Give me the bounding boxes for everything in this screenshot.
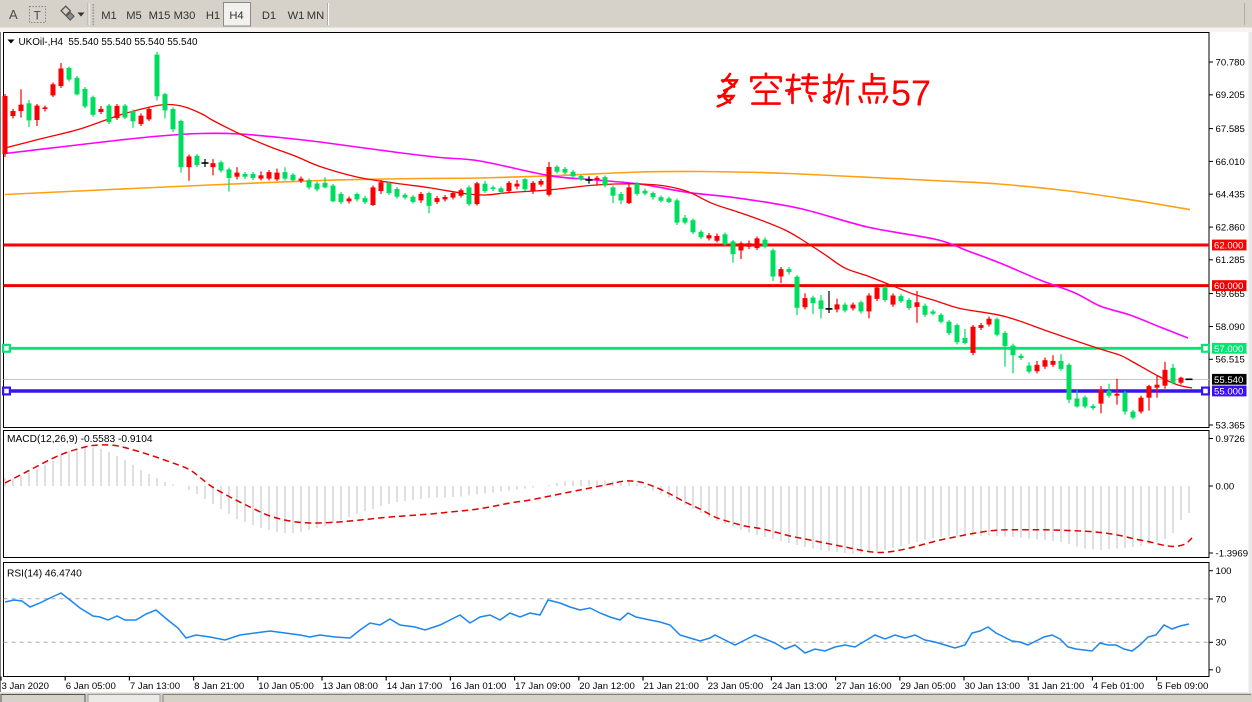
svg-text:24 Jan 13:00: 24 Jan 13:00	[772, 681, 827, 692]
svg-text:100: 100	[1216, 566, 1232, 577]
svg-text:14 Jan 17:00: 14 Jan 17:00	[387, 681, 442, 692]
svg-text:13 Jan 08:00: 13 Jan 08:00	[323, 681, 378, 692]
svg-text:H4: H4	[229, 10, 243, 22]
svg-text:70: 70	[1216, 594, 1227, 605]
svg-text:31 Jan 21:00: 31 Jan 21:00	[1029, 681, 1084, 692]
svg-text:6 Jan 05:00: 6 Jan 05:00	[66, 681, 116, 692]
svg-text:29 Jan 05:00: 29 Jan 05:00	[900, 681, 955, 692]
svg-text:30 Jan 13:00: 30 Jan 13:00	[965, 681, 1020, 692]
svg-text:16 Jan 01:00: 16 Jan 01:00	[451, 681, 506, 692]
svg-text:55.000: 55.000	[1214, 387, 1243, 398]
svg-text:27 Jan 16:00: 27 Jan 16:00	[836, 681, 891, 692]
svg-text:W1: W1	[288, 10, 305, 22]
svg-text:61.285: 61.285	[1216, 255, 1245, 266]
svg-text:69.205: 69.205	[1216, 90, 1245, 101]
svg-text:0: 0	[1216, 665, 1221, 676]
svg-text:62.860: 62.860	[1216, 223, 1245, 234]
svg-text:H1: H1	[206, 10, 220, 22]
svg-text:57: 57	[891, 73, 931, 114]
svg-text:20 Jan 12:00: 20 Jan 12:00	[579, 681, 634, 692]
svg-text:21 Jan 21:00: 21 Jan 21:00	[644, 681, 699, 692]
svg-text:T: T	[34, 9, 42, 23]
svg-text:67.585: 67.585	[1216, 124, 1245, 135]
svg-text:59.665: 59.665	[1216, 289, 1245, 300]
svg-text:M1: M1	[101, 10, 117, 22]
svg-text:10 Jan 05:00: 10 Jan 05:00	[258, 681, 313, 692]
svg-text:MACD(12,26,9) -0.5583 -0.9104: MACD(12,26,9) -0.5583 -0.9104	[7, 434, 153, 445]
svg-text:23 Jan 05:00: 23 Jan 05:00	[708, 681, 763, 692]
svg-text:UKOil-,H4 55.540 55.540 55.54: UKOil-,H4 55.540 55.540 55.540 55.540	[19, 37, 198, 48]
svg-text:4 Feb 01:00: 4 Feb 01:00	[1093, 681, 1144, 692]
svg-text:-1.3969: -1.3969	[1216, 548, 1249, 559]
svg-text:7 Jan 13:00: 7 Jan 13:00	[130, 681, 180, 692]
svg-text:M15: M15	[149, 10, 171, 22]
svg-text:3 Jan 2020: 3 Jan 2020	[2, 681, 49, 692]
svg-text:62.000: 62.000	[1214, 241, 1243, 252]
svg-text:A: A	[9, 7, 18, 22]
svg-text:M5: M5	[126, 10, 142, 22]
svg-text:5 Feb 09:00: 5 Feb 09:00	[1157, 681, 1208, 692]
svg-text:58.090: 58.090	[1216, 322, 1245, 333]
svg-text:0.9726: 0.9726	[1216, 434, 1245, 445]
svg-text:D1: D1	[262, 10, 276, 22]
svg-text:8 Jan 21:00: 8 Jan 21:00	[194, 681, 244, 692]
svg-text:MN: MN	[307, 10, 324, 22]
svg-text:70.780: 70.780	[1216, 57, 1245, 68]
svg-text:M30: M30	[174, 10, 196, 22]
svg-text:56.515: 56.515	[1216, 355, 1245, 366]
svg-text:57.000: 57.000	[1214, 344, 1243, 355]
svg-text:30: 30	[1216, 638, 1227, 649]
svg-text:0.00: 0.00	[1216, 481, 1235, 492]
svg-text:RSI(14) 46.4740: RSI(14) 46.4740	[7, 569, 82, 580]
svg-text:53.365: 53.365	[1216, 420, 1245, 431]
svg-text:55.540: 55.540	[1214, 375, 1243, 386]
svg-text:60.000: 60.000	[1214, 281, 1243, 292]
svg-text:66.010: 66.010	[1216, 157, 1245, 168]
svg-text:64.435: 64.435	[1216, 190, 1245, 201]
svg-text:17 Jan 09:00: 17 Jan 09:00	[515, 681, 570, 692]
